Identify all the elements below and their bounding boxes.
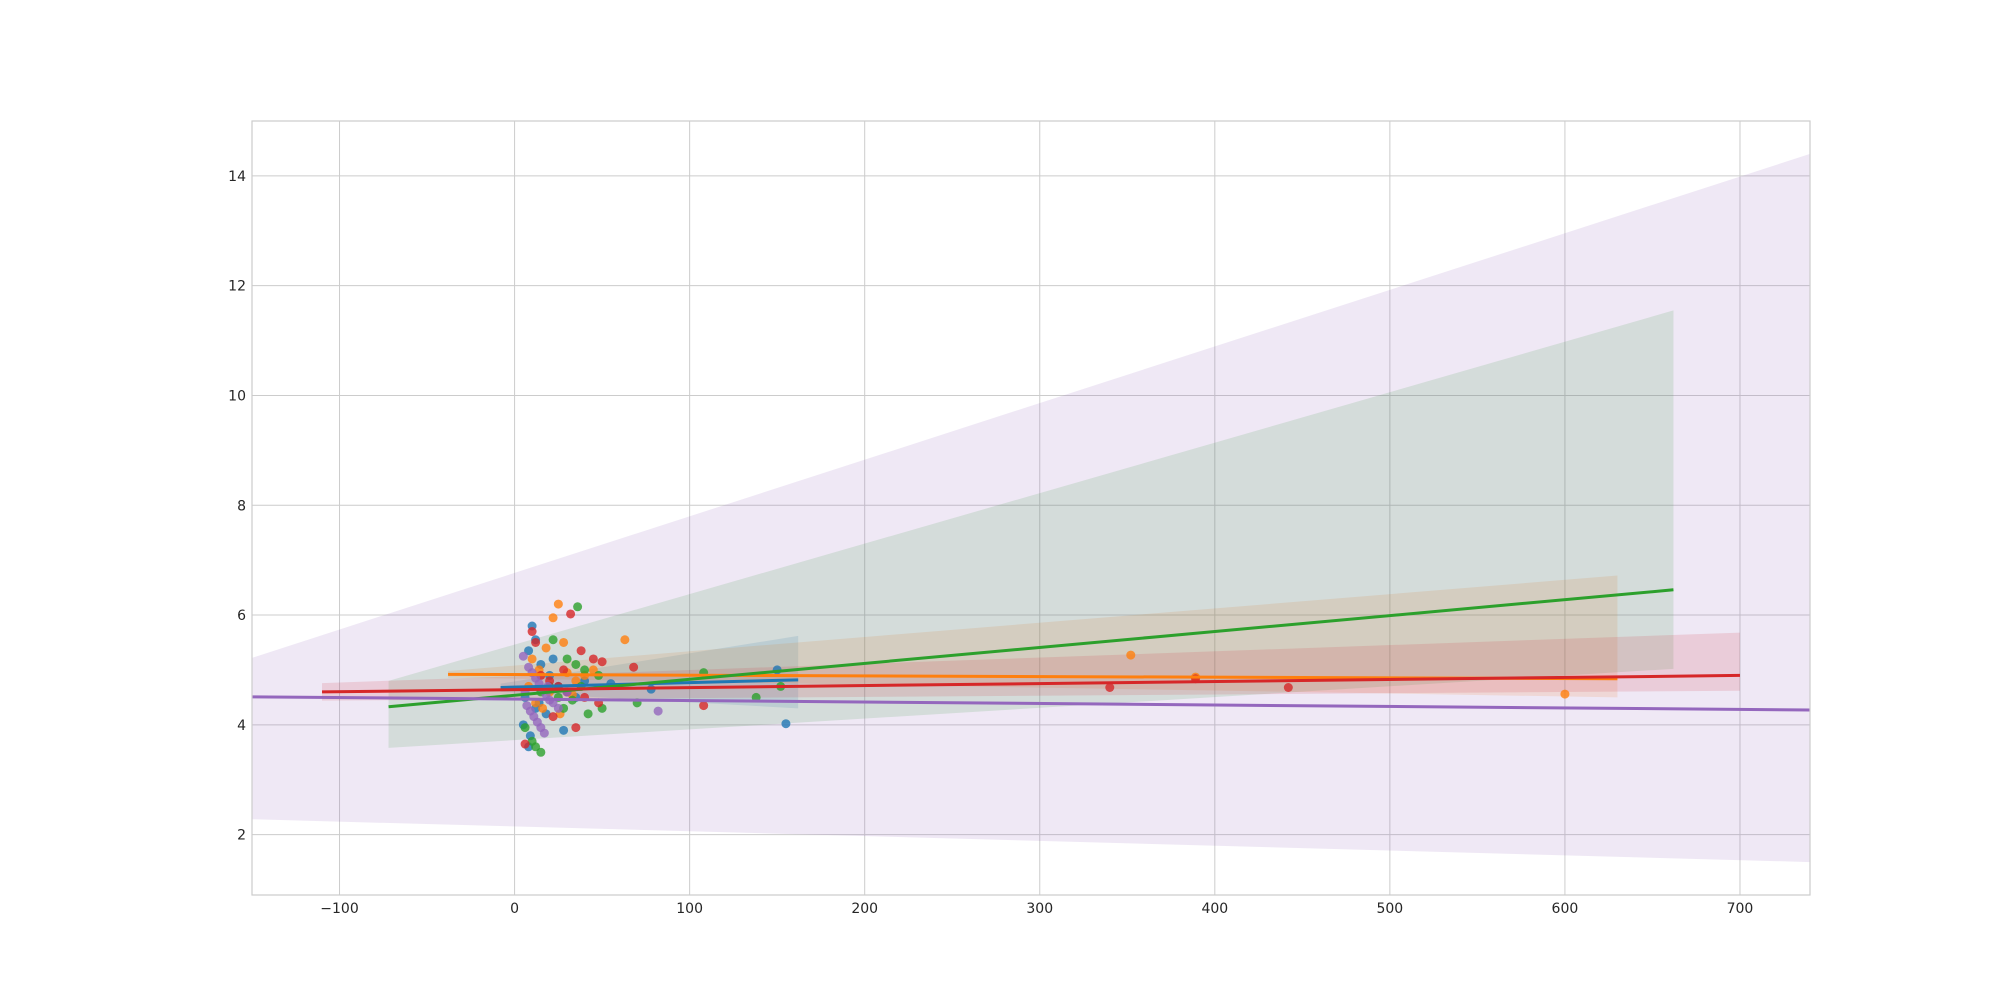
data-point [583, 709, 593, 719]
data-point [527, 627, 537, 637]
x-tick-label: 400 [1201, 901, 1228, 917]
data-point [562, 654, 572, 664]
data-point [538, 703, 548, 713]
data-point [539, 728, 549, 738]
regression-line-3 [322, 673, 1740, 694]
data-point [548, 654, 558, 664]
x-tick-label: 100 [676, 901, 703, 917]
y-tick-label: 4 [237, 718, 246, 734]
x-tick-label: 0 [510, 901, 519, 917]
data-point [781, 719, 791, 729]
x-tick-label: 700 [1727, 901, 1754, 917]
plot-frame [251, 120, 1811, 896]
y-axis-tick-labels: 2 4 6 8 10 12 14 [228, 169, 246, 844]
y-tick-label: 8 [237, 498, 246, 514]
data-point [576, 646, 586, 656]
x-tick-label: 600 [1552, 901, 1579, 917]
y-tick-label: 12 [228, 279, 246, 295]
grid [252, 121, 1810, 895]
data-point [629, 662, 639, 672]
data-point [620, 635, 630, 645]
data-point [1126, 650, 1136, 660]
data-point [553, 599, 563, 609]
data-point [1560, 689, 1570, 699]
data-point [571, 723, 581, 733]
x-axis-tick-labels: −100 0 100 200 300 400 500 600 700 [320, 901, 1753, 917]
data-point [559, 725, 569, 735]
regression-line-4 [251, 695, 1811, 712]
data-point [520, 723, 530, 733]
y-tick-label: 10 [228, 388, 246, 404]
confidence-band-2 [388, 310, 1674, 748]
data-point [559, 637, 569, 647]
data-point [699, 701, 709, 711]
data-point [548, 613, 558, 623]
data-point [571, 659, 581, 669]
x-tick-label: 500 [1376, 901, 1403, 917]
regression-lines [251, 588, 1811, 712]
y-tick-label: 2 [237, 828, 246, 844]
data-point [580, 665, 590, 675]
x-tick-label: 300 [1026, 901, 1053, 917]
data-point [588, 654, 598, 664]
data-point [573, 602, 583, 612]
data-point [597, 657, 607, 667]
y-tick-label: 14 [228, 169, 246, 185]
data-point [527, 654, 537, 664]
data-point [548, 635, 558, 645]
data-point [1105, 683, 1115, 693]
confidence-band-1 [448, 575, 1618, 698]
data-point [1283, 683, 1293, 693]
data-point [518, 651, 528, 661]
x-tick-label: −100 [320, 901, 358, 917]
x-tick-label: 200 [851, 901, 878, 917]
data-point [548, 712, 558, 722]
data-point [566, 609, 576, 619]
data-point [553, 703, 563, 713]
y-tick-label: 6 [237, 608, 246, 624]
data-point [559, 665, 569, 675]
data-point [531, 637, 541, 647]
data-point [653, 706, 663, 716]
data-point [531, 742, 541, 752]
data-point [541, 643, 551, 653]
data-point [520, 739, 530, 749]
